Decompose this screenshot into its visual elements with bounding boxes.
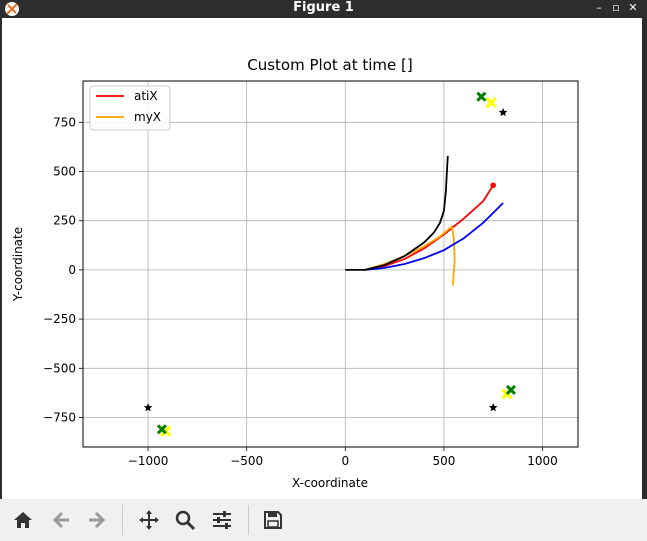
window-title: Figure 1: [293, 0, 354, 15]
y-tick-label: −500: [43, 361, 76, 375]
app-icon: [4, 1, 20, 17]
legend-label-atix: atiX: [134, 89, 158, 103]
ticks: −1000 −500 0 500 1000 −750 −500 −250 0 250 500 750: [43, 115, 558, 468]
green-x-marker: [156, 424, 167, 435]
zoom-icon[interactable]: [172, 507, 198, 533]
x-axis-label: X-coordinate: [292, 476, 368, 490]
minimize-button[interactable]: –: [596, 1, 602, 14]
grid: [83, 81, 578, 447]
axes-frame: [82, 80, 579, 448]
series-line-2: [364, 202, 504, 271]
maximize-button[interactable]: ▫: [612, 1, 620, 14]
star-marker: [143, 403, 153, 412]
x-tick-label: −1000: [128, 454, 169, 468]
pan-icon[interactable]: [136, 507, 162, 533]
green-x-marker: [505, 384, 517, 395]
legend-box: [89, 85, 171, 131]
window-border-left: [0, 18, 2, 499]
configure-icon[interactable]: [209, 507, 235, 533]
axes-background: [83, 81, 578, 447]
legend: atiX myX: [89, 85, 171, 131]
navigation-toolbar: [0, 499, 647, 541]
series-group: [345, 155, 504, 286]
x-tick-label: 500: [432, 454, 455, 468]
y-axis-label: Y-coordinate: [11, 227, 25, 302]
x-tick-label: 1000: [527, 454, 558, 468]
y-tick-label: 0: [68, 263, 76, 277]
green-x-marker: [476, 91, 487, 102]
legend-label-myx: myX: [134, 110, 161, 124]
series-line-atix: [364, 184, 494, 271]
save-icon[interactable]: [260, 507, 286, 533]
star-marker: [498, 108, 508, 117]
y-tick-label: −250: [43, 312, 76, 326]
star-marker: [488, 403, 498, 412]
yellow-x-marker: [485, 97, 497, 109]
title-bar: Figure 1 – ▫ ✕: [0, 0, 647, 18]
close-button[interactable]: ✕: [628, 1, 638, 14]
home-icon[interactable]: [10, 507, 36, 533]
plot-svg[interactable]: −1000 −500 0 500 1000−750−500−2500250500750 …: [2, 18, 642, 499]
y-tick-label: 250: [53, 214, 76, 228]
chart-title: Custom Plot at time []: [247, 56, 412, 74]
y-tick-label: 750: [53, 115, 76, 129]
y-tick-label: 500: [53, 165, 76, 179]
toolbar-separator: [122, 505, 123, 535]
series-line-atix-end-marker: [490, 182, 496, 189]
y-tick-label: −750: [43, 410, 76, 424]
markers-group: [143, 91, 517, 437]
back-icon[interactable]: [48, 507, 74, 533]
toolbar-separator: [248, 505, 249, 535]
forward-icon[interactable]: [84, 507, 110, 533]
figure-canvas[interactable]: −1000 −500 0 500 1000 −750 −500 −250 0 250 500 750 …: [2, 18, 642, 499]
x-tick-label: 0: [341, 454, 349, 468]
x-tick-label: −500: [230, 454, 263, 468]
series-line-3: [345, 155, 449, 271]
window-border-right: [642, 18, 647, 499]
